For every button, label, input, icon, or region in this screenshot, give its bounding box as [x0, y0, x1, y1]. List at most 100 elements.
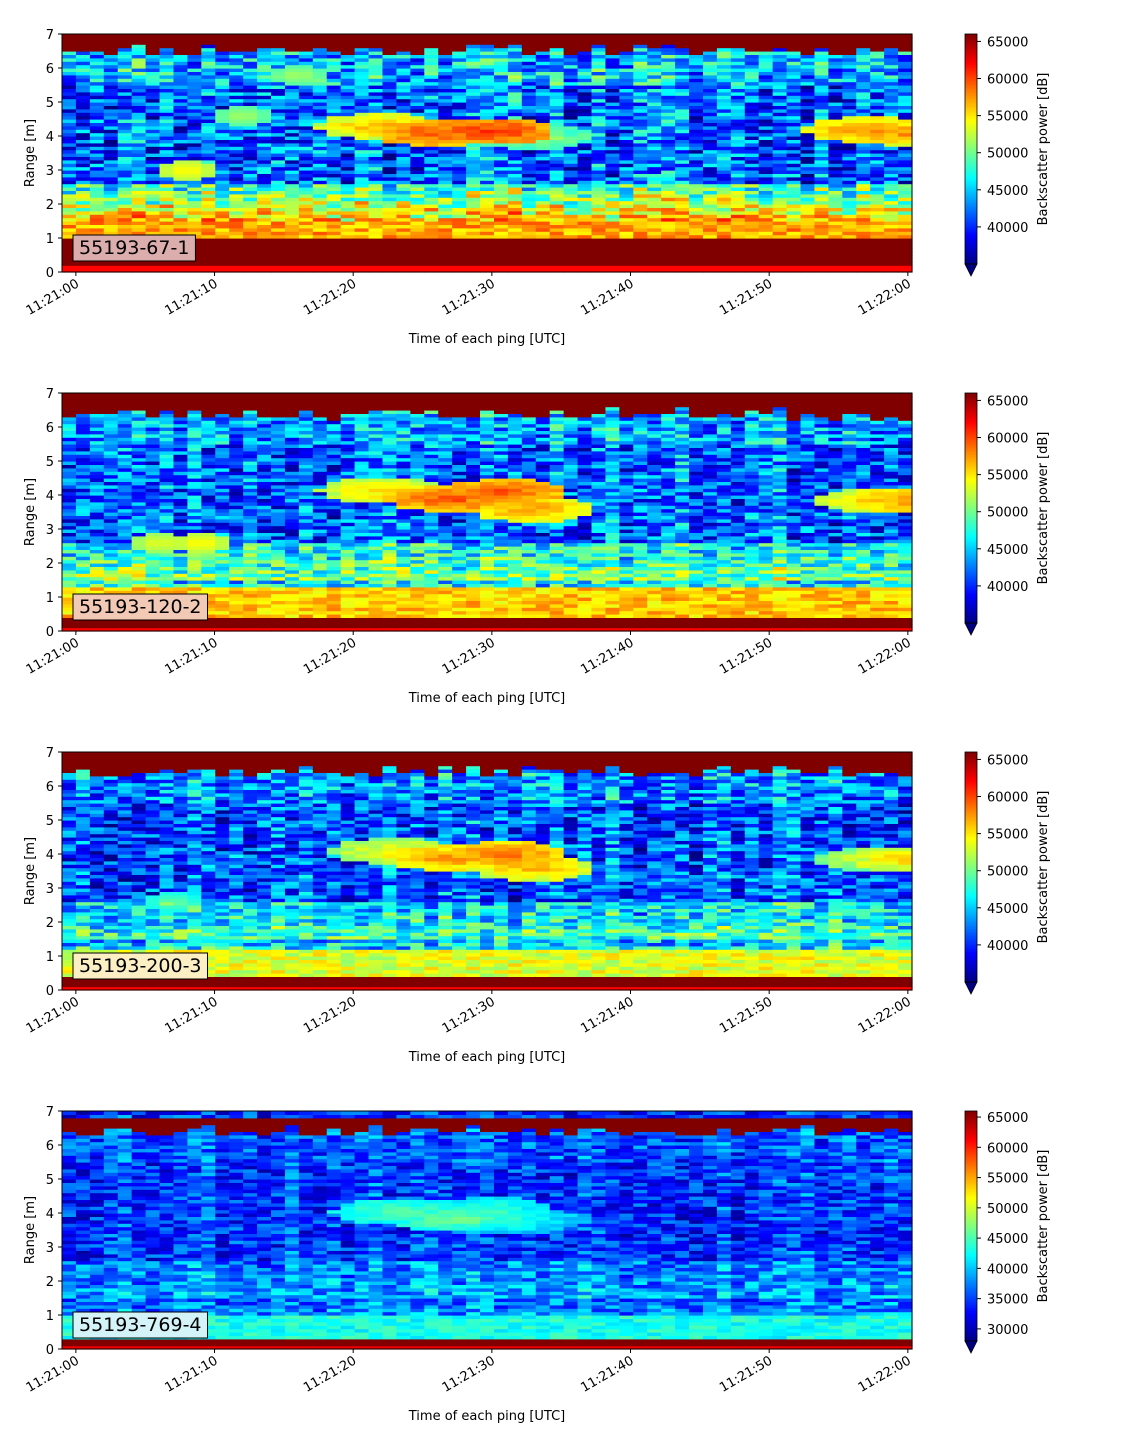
heatmap-cell [744, 200, 760, 205]
heatmap-cell [884, 251, 899, 256]
heatmap-cell [173, 163, 189, 168]
heatmap-cell [438, 108, 453, 113]
heatmap-cell [396, 173, 411, 178]
heatmap-cell [103, 132, 119, 137]
heatmap-cell [716, 183, 732, 188]
heatmap-cell [647, 234, 662, 239]
heatmap-cell [229, 265, 244, 270]
heatmap-cell [75, 95, 91, 100]
heatmap-cell [89, 102, 105, 106]
heatmap-cell [842, 149, 857, 154]
heatmap-cell [201, 234, 216, 239]
heatmap-cell [75, 231, 91, 236]
heatmap-cell [563, 210, 579, 215]
heatmap-cell [89, 57, 105, 62]
heatmap-cell [438, 54, 453, 59]
heatmap-cell [772, 200, 788, 205]
heatmap-cell [215, 153, 230, 157]
heatmap-cell [368, 265, 384, 270]
heatmap-cell [187, 34, 202, 38]
heatmap-cell [75, 200, 91, 205]
heatmap-cell [312, 190, 328, 195]
heatmap-cell [131, 471, 147, 476]
heatmap-cell [131, 176, 147, 181]
heatmap-cell [159, 210, 175, 215]
heatmap-cell [243, 47, 258, 52]
heatmap-cell [368, 217, 384, 222]
heatmap-cell [842, 265, 857, 270]
heatmap-cell [521, 125, 537, 130]
heatmap-cell [131, 71, 147, 76]
heatmap-cell [284, 234, 300, 239]
heatmap-cell [103, 166, 119, 171]
heatmap-cell [466, 159, 481, 164]
heatmap-cell [62, 190, 77, 195]
heatmap-cell [243, 149, 258, 154]
heatmap-cell [284, 231, 300, 236]
heatmap-cell [521, 166, 537, 171]
heatmap-cell [507, 268, 523, 273]
heatmap-cell [466, 156, 481, 161]
heatmap-cell [521, 64, 537, 69]
heatmap-cell [312, 153, 328, 157]
heatmap-cell [326, 139, 342, 144]
heatmap-cell [131, 54, 147, 59]
heatmap-cell [117, 132, 133, 137]
heatmap-cell [215, 187, 230, 191]
heatmap-cell [647, 210, 662, 215]
heatmap-cell [870, 200, 885, 205]
heatmap-cell [633, 142, 648, 147]
heatmap-cell [62, 193, 77, 198]
heatmap-cell [173, 129, 189, 134]
heatmap-cell [507, 193, 523, 198]
heatmap-cell [424, 244, 439, 249]
heatmap-cell [284, 64, 300, 69]
heatmap-cell [340, 234, 356, 239]
heatmap-cell [368, 44, 384, 49]
heatmap-cell [215, 122, 230, 127]
heatmap-cell [466, 57, 481, 62]
heatmap-cell [271, 190, 286, 195]
heatmap-cell [75, 197, 91, 202]
heatmap-cell [591, 217, 607, 222]
heatmap-cell [284, 136, 300, 140]
heatmap-cell [842, 200, 857, 205]
heatmap-cell [62, 112, 77, 117]
heatmap-cell [898, 265, 913, 270]
heatmap-cell [605, 149, 620, 154]
heatmap-cell [730, 210, 746, 215]
heatmap-cell [173, 136, 189, 140]
heatmap-cell [368, 115, 384, 120]
heatmap-cell [229, 91, 244, 96]
heatmap-cell [326, 98, 342, 103]
heatmap-cell [758, 265, 774, 270]
heatmap-cell [675, 227, 690, 232]
heatmap-cell [243, 40, 258, 45]
heatmap-cell [229, 61, 244, 66]
heatmap-cell [493, 200, 509, 205]
heatmap-cell [103, 210, 119, 215]
heatmap-cell [62, 54, 77, 59]
heatmap-cell [326, 44, 342, 49]
heatmap-cell [243, 44, 258, 49]
heatmap-cell [772, 166, 788, 171]
heatmap-cell [856, 210, 871, 215]
heatmap-cell [326, 265, 342, 270]
heatmap-cell [535, 54, 551, 59]
heatmap-cell [340, 129, 356, 134]
heatmap-cell [103, 40, 119, 45]
heatmap-cell [131, 115, 147, 120]
heatmap-cell [284, 37, 300, 42]
heatmap-cell [89, 268, 105, 273]
heatmap-cell [201, 170, 216, 174]
heatmap-cell [103, 112, 119, 117]
heatmap-cell [103, 105, 119, 110]
heatmap-cell [507, 190, 523, 195]
heatmap-cell [75, 112, 91, 117]
heatmap-cell [271, 153, 286, 157]
heatmap-cell [103, 454, 119, 459]
heatmap-cell [284, 159, 300, 164]
heatmap-cell [75, 44, 91, 49]
heatmap-cell [145, 204, 161, 208]
heatmap-cell [131, 51, 147, 55]
